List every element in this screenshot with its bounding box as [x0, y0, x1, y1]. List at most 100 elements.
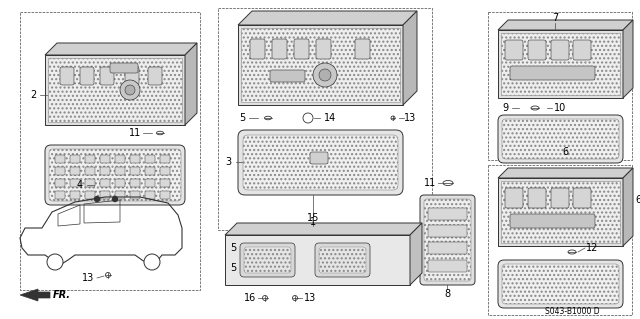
FancyBboxPatch shape [272, 39, 287, 59]
Text: 1: 1 [310, 217, 316, 227]
FancyBboxPatch shape [85, 179, 95, 187]
FancyBboxPatch shape [428, 260, 467, 272]
FancyBboxPatch shape [498, 115, 623, 163]
FancyBboxPatch shape [49, 149, 181, 201]
Circle shape [313, 63, 337, 87]
FancyBboxPatch shape [551, 188, 569, 208]
FancyBboxPatch shape [510, 214, 595, 228]
Polygon shape [501, 181, 620, 243]
FancyBboxPatch shape [110, 63, 138, 73]
FancyBboxPatch shape [130, 191, 140, 199]
Circle shape [125, 85, 135, 95]
Polygon shape [623, 168, 633, 246]
Circle shape [144, 254, 160, 270]
FancyBboxPatch shape [510, 66, 595, 80]
FancyBboxPatch shape [70, 167, 80, 175]
FancyBboxPatch shape [502, 119, 619, 159]
Polygon shape [498, 168, 633, 178]
FancyBboxPatch shape [160, 191, 170, 199]
Text: 4: 4 [77, 180, 83, 190]
Bar [488, 165, 632, 315]
Bar [218, 8, 432, 230]
FancyBboxPatch shape [502, 264, 619, 304]
FancyBboxPatch shape [355, 39, 370, 59]
Text: 5: 5 [239, 113, 245, 123]
Text: 2: 2 [30, 90, 36, 100]
FancyBboxPatch shape [238, 130, 403, 195]
Polygon shape [241, 28, 400, 102]
FancyBboxPatch shape [145, 155, 155, 163]
Text: 8: 8 [444, 289, 450, 299]
FancyBboxPatch shape [148, 67, 162, 85]
Bar [20, 12, 200, 290]
FancyBboxPatch shape [85, 167, 95, 175]
FancyBboxPatch shape [100, 191, 110, 199]
FancyBboxPatch shape [130, 167, 140, 175]
FancyBboxPatch shape [428, 242, 467, 254]
FancyBboxPatch shape [85, 155, 95, 163]
FancyBboxPatch shape [115, 167, 125, 175]
Text: 6: 6 [562, 147, 568, 157]
FancyBboxPatch shape [428, 208, 467, 220]
FancyBboxPatch shape [130, 179, 140, 187]
FancyBboxPatch shape [420, 195, 475, 285]
Polygon shape [410, 223, 422, 285]
Polygon shape [225, 235, 410, 285]
FancyBboxPatch shape [240, 243, 295, 277]
FancyBboxPatch shape [160, 167, 170, 175]
Text: 3: 3 [225, 157, 231, 167]
FancyBboxPatch shape [498, 260, 623, 308]
FancyBboxPatch shape [528, 188, 546, 208]
FancyBboxPatch shape [70, 179, 80, 187]
Polygon shape [498, 178, 623, 246]
Text: 15: 15 [307, 213, 319, 223]
Bar [488, 12, 632, 160]
Polygon shape [45, 43, 197, 55]
FancyBboxPatch shape [145, 191, 155, 199]
FancyBboxPatch shape [319, 247, 366, 273]
Text: 5: 5 [230, 243, 236, 253]
FancyBboxPatch shape [424, 199, 471, 281]
FancyBboxPatch shape [551, 40, 569, 60]
FancyBboxPatch shape [70, 191, 80, 199]
FancyBboxPatch shape [115, 155, 125, 163]
FancyBboxPatch shape [315, 243, 370, 277]
Text: 11: 11 [424, 178, 436, 188]
Text: 13: 13 [304, 293, 316, 303]
Circle shape [95, 197, 99, 202]
FancyBboxPatch shape [55, 179, 65, 187]
Text: 9: 9 [502, 103, 508, 113]
Text: 11: 11 [129, 128, 141, 138]
FancyBboxPatch shape [505, 40, 523, 60]
FancyBboxPatch shape [145, 179, 155, 187]
FancyBboxPatch shape [125, 67, 139, 85]
FancyBboxPatch shape [505, 188, 523, 208]
FancyBboxPatch shape [100, 155, 110, 163]
Circle shape [47, 254, 63, 270]
FancyBboxPatch shape [573, 188, 591, 208]
FancyBboxPatch shape [428, 225, 467, 237]
FancyBboxPatch shape [85, 191, 95, 199]
Polygon shape [20, 289, 50, 301]
Text: 14: 14 [324, 113, 336, 123]
Text: 13: 13 [82, 273, 94, 283]
Polygon shape [185, 43, 197, 125]
FancyBboxPatch shape [294, 39, 309, 59]
Text: 10: 10 [554, 103, 566, 113]
Text: 12: 12 [586, 243, 598, 253]
FancyBboxPatch shape [100, 67, 114, 85]
FancyBboxPatch shape [45, 145, 185, 205]
Text: 5: 5 [230, 263, 236, 273]
Polygon shape [403, 11, 417, 105]
Polygon shape [238, 11, 417, 25]
FancyBboxPatch shape [55, 155, 65, 163]
Text: 13: 13 [404, 113, 416, 123]
FancyBboxPatch shape [243, 135, 398, 190]
FancyBboxPatch shape [130, 155, 140, 163]
Polygon shape [498, 30, 623, 98]
FancyBboxPatch shape [250, 39, 265, 59]
FancyBboxPatch shape [310, 152, 328, 164]
Text: 7: 7 [552, 13, 558, 23]
Polygon shape [225, 223, 422, 235]
FancyBboxPatch shape [70, 155, 80, 163]
